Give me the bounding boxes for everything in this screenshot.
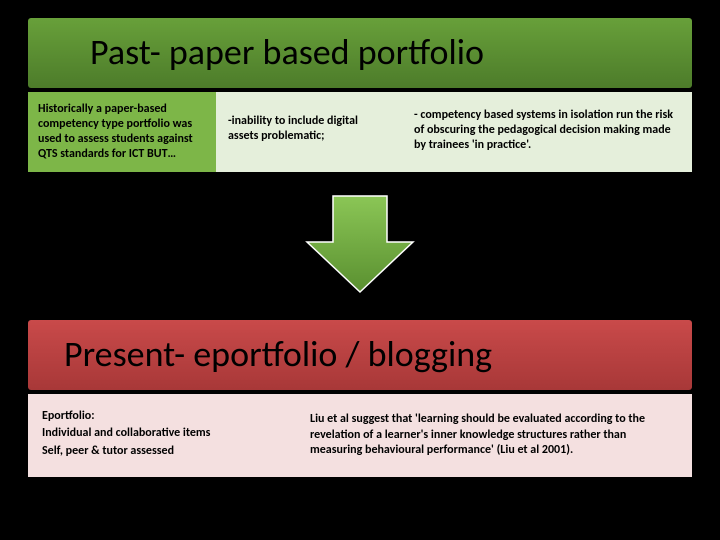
present-box-liu-quote: Liu et al suggest that 'learning should … <box>294 394 692 477</box>
past-boxes-row: Historically a paper-based competency ty… <box>28 92 692 172</box>
past-title: Past- paper based portfolio <box>28 18 692 88</box>
past-box-history: Historically a paper-based competency ty… <box>28 92 216 172</box>
down-arrow-icon <box>305 194 415 294</box>
past-box-inability: -inability to include digital assets pro… <box>216 92 402 172</box>
present-section: Present- eportfolio / blogging Eportfoli… <box>28 320 692 477</box>
present-title: Present- eportfolio / blogging <box>28 320 692 390</box>
present-box-eportfolio: Eportfolio:Individual and collaborative … <box>28 394 294 477</box>
past-section: Past- paper based portfolio Historically… <box>28 18 692 172</box>
past-box-competency: - competency based systems in isolation … <box>402 92 692 172</box>
present-boxes-row: Eportfolio:Individual and collaborative … <box>28 394 692 477</box>
